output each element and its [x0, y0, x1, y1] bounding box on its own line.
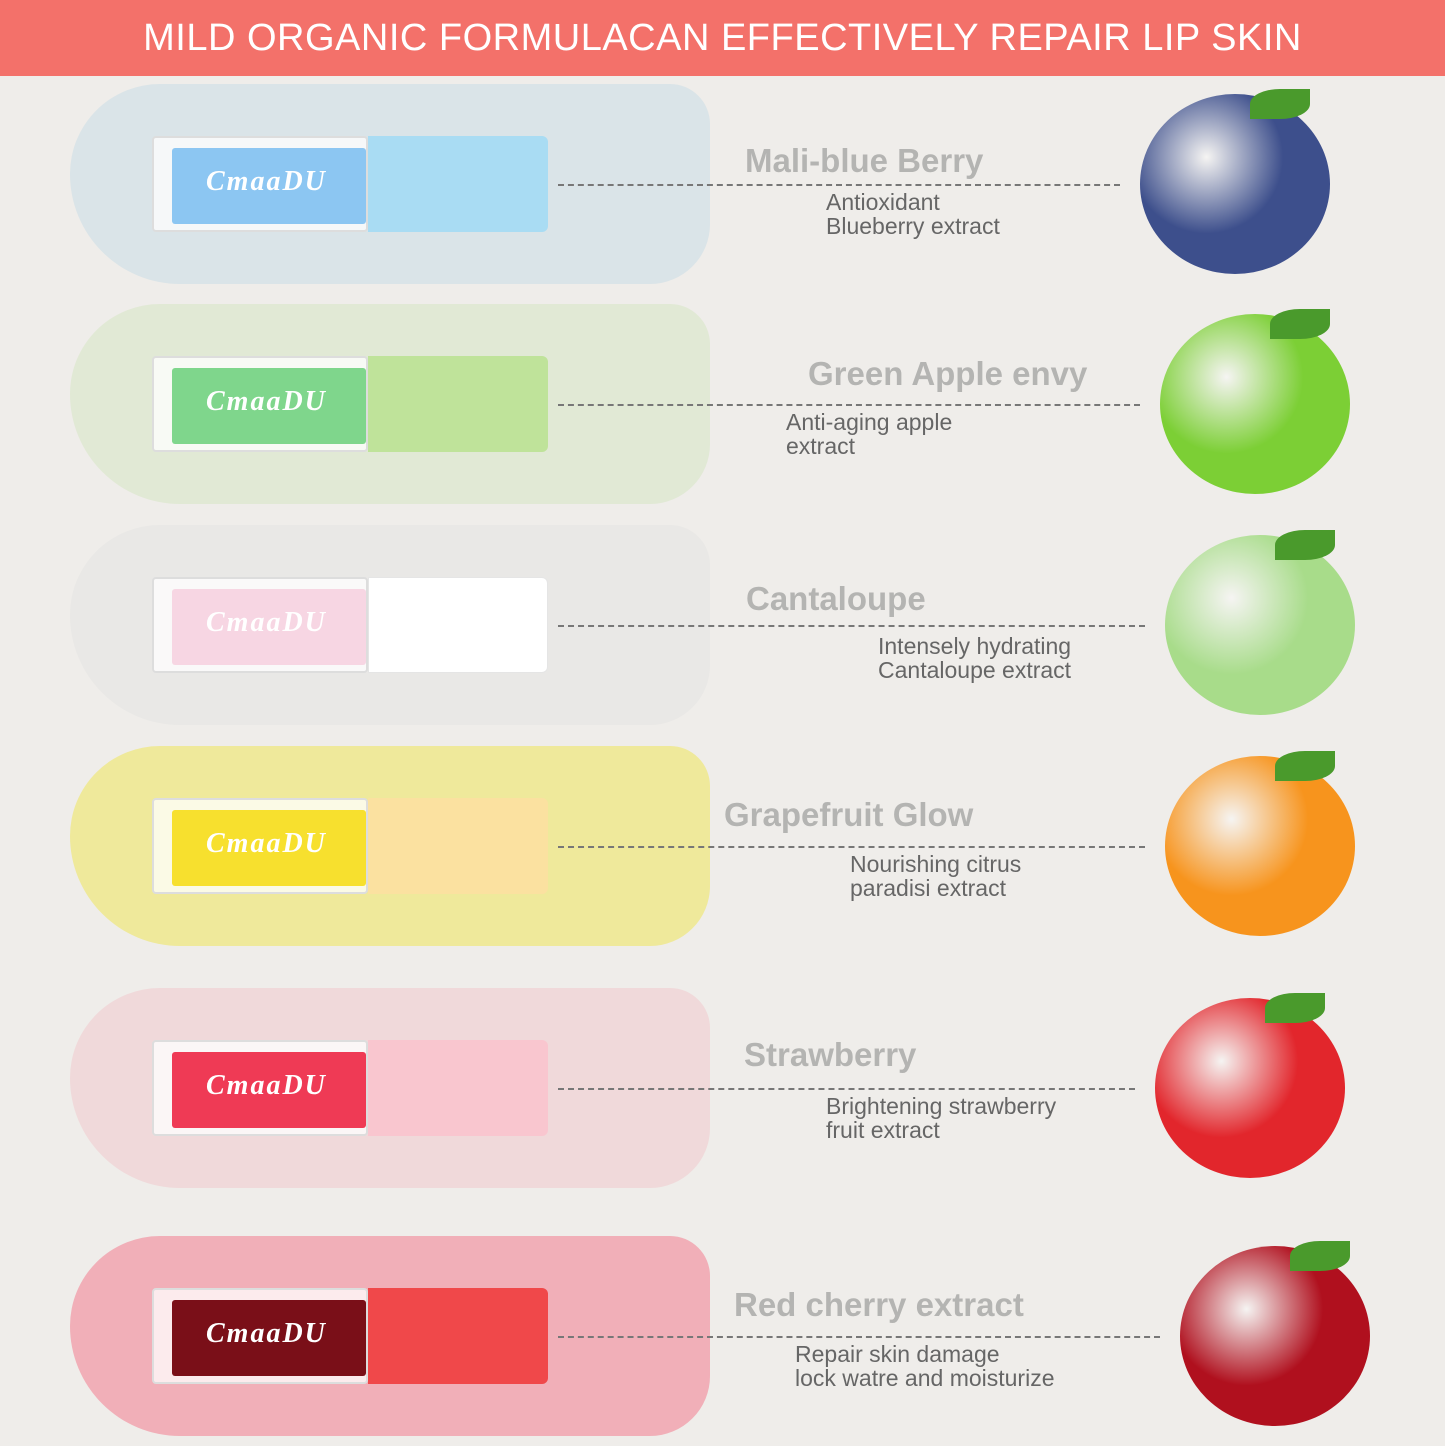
product-description: Anti-aging apple extract — [786, 410, 952, 458]
description-line: Cantaloupe extract — [878, 657, 1072, 683]
blueberry-icon — [1140, 89, 1330, 274]
leaf-icon — [1275, 530, 1335, 560]
product-row: CmaaDU Green Apple envy Anti-aging apple… — [0, 294, 1445, 514]
description-line: fruit extract — [826, 1117, 940, 1143]
product-description: Brightening strawberry fruit extract — [826, 1094, 1056, 1142]
description-line: Anti-aging apple — [786, 409, 953, 435]
tube-cap — [368, 1040, 548, 1136]
description-line: extract — [786, 433, 856, 459]
description-line: Nourishing citrus — [850, 851, 1022, 877]
lip-oil-tube: CmaaDU — [152, 136, 548, 232]
tube-liquid — [172, 810, 366, 886]
brand-logo: CmaaDU — [206, 1318, 327, 1349]
description-line: paradisi extract — [850, 875, 1006, 901]
cantaloupe-icon — [1165, 530, 1355, 715]
tube-cap — [368, 136, 548, 232]
description-line: Brightening strawberry — [826, 1093, 1057, 1119]
leaf-icon — [1275, 751, 1335, 781]
green-apple-icon — [1160, 309, 1350, 494]
dashed-connector — [558, 625, 1145, 627]
brand-logo: CmaaDU — [206, 828, 327, 859]
product-name: Mali-blue Berry — [745, 142, 984, 179]
description-line: Blueberry extract — [826, 213, 1000, 239]
cherry-icon — [1180, 1241, 1370, 1426]
description-line: Repair skin damage — [795, 1341, 1000, 1367]
lip-oil-tube: CmaaDU — [152, 798, 548, 894]
tube-liquid — [172, 148, 366, 224]
lip-oil-tube: CmaaDU — [152, 356, 548, 452]
product-row: CmaaDU Strawberry Brightening strawberry… — [0, 978, 1445, 1198]
lip-oil-tube: CmaaDU — [152, 1288, 548, 1384]
description-line: Intensely hydrating — [878, 633, 1072, 659]
leaf-icon — [1270, 309, 1330, 339]
leaf-icon — [1290, 1241, 1350, 1271]
dashed-connector — [558, 846, 1145, 848]
tube-liquid — [172, 368, 366, 444]
tube-cap — [368, 577, 548, 673]
tube-cap — [368, 1288, 548, 1384]
tube-liquid — [172, 1300, 366, 1376]
product-row: CmaaDU Red cherry extract Repair skin da… — [0, 1226, 1445, 1446]
brand-logo: CmaaDU — [206, 1070, 327, 1101]
brand-logo: CmaaDU — [206, 386, 327, 417]
product-description: Nourishing citrus paradisi extract — [850, 852, 1021, 900]
banner-title: MILD ORGANIC FORMULACAN EFFECTIVELY REPA… — [0, 0, 1445, 76]
product-description: Intensely hydrating Cantaloupe extract — [878, 634, 1071, 682]
tube-liquid — [172, 1052, 366, 1128]
tube-cap — [368, 356, 548, 452]
dashed-connector — [558, 404, 1140, 406]
orange-icon — [1165, 751, 1355, 936]
tube-cap — [368, 798, 548, 894]
product-name: Strawberry — [744, 1036, 917, 1073]
product-description: Repair skin damage lock watre and moistur… — [795, 1342, 1055, 1390]
brand-logo: CmaaDU — [206, 166, 327, 197]
product-name: Grapefruit Glow — [724, 796, 974, 833]
brand-logo: CmaaDU — [206, 607, 327, 638]
leaf-icon — [1265, 993, 1325, 1023]
description-line: Antioxidant — [826, 189, 940, 215]
dashed-connector — [558, 1088, 1135, 1090]
leaf-icon — [1250, 89, 1310, 119]
product-name: Red cherry extract — [734, 1286, 1024, 1323]
product-name: Green Apple envy — [808, 355, 1088, 392]
lip-oil-tube: CmaaDU — [152, 1040, 548, 1136]
description-line: lock watre and moisturize — [795, 1365, 1055, 1391]
dashed-connector — [558, 184, 1120, 186]
product-description: Antioxidant Blueberry extract — [826, 190, 1000, 238]
product-name: Cantaloupe — [746, 580, 926, 617]
product-row: CmaaDU Cantaloupe Intensely hydrating Can… — [0, 515, 1445, 735]
dashed-connector — [558, 1336, 1160, 1338]
product-row: CmaaDU Mali-blue Berry Antioxidant Bluebe… — [0, 74, 1445, 294]
tube-liquid — [172, 589, 366, 665]
strawberry-icon — [1155, 993, 1345, 1178]
product-row: CmaaDU Grapefruit Glow Nourishing citrus… — [0, 736, 1445, 956]
lip-oil-tube: CmaaDU — [152, 577, 548, 673]
